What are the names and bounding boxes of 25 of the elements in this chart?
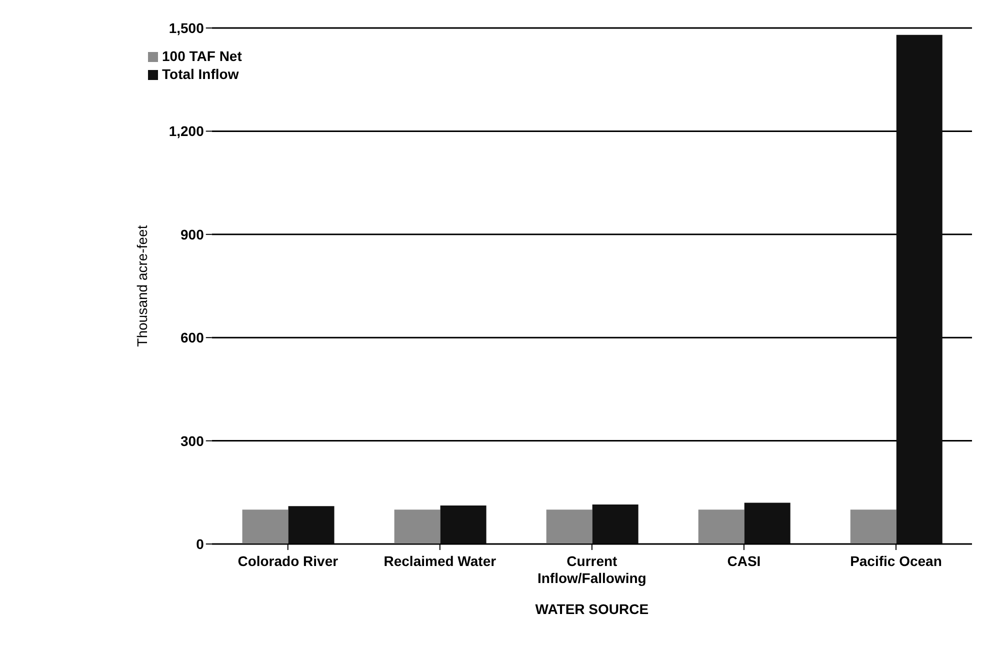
x-tick-label: CASI xyxy=(727,553,761,569)
y-tick-label: 300 xyxy=(180,432,204,449)
x-tick-label: Colorado River xyxy=(238,553,339,569)
bar xyxy=(242,510,288,544)
bar xyxy=(592,504,638,544)
x-tick-label: Current Inflow/Fallowing xyxy=(537,553,646,586)
bar xyxy=(440,505,486,544)
bar xyxy=(546,510,592,544)
x-axis-title: WATER SOURCE xyxy=(535,601,649,617)
bar xyxy=(394,510,440,544)
y-axis-title: Thousand acre-feet xyxy=(134,225,150,347)
x-tick-label: Pacific Ocean xyxy=(850,553,942,569)
y-tick-label: 0 xyxy=(196,536,204,552)
y-tick-label: 600 xyxy=(180,330,204,346)
x-tick-label: Reclaimed Water xyxy=(384,553,497,569)
bar xyxy=(288,506,334,544)
y-tick-label: 1,500 xyxy=(168,20,204,36)
bar xyxy=(850,510,896,544)
bar xyxy=(896,34,942,544)
legend-label: 100 TAF Net xyxy=(162,48,242,64)
legend-label: Total Inflow xyxy=(162,66,239,82)
y-tick-label: 900 xyxy=(180,226,204,242)
bar xyxy=(744,502,790,544)
bar xyxy=(698,510,744,544)
y-tick-label: 1,200 xyxy=(168,123,204,140)
